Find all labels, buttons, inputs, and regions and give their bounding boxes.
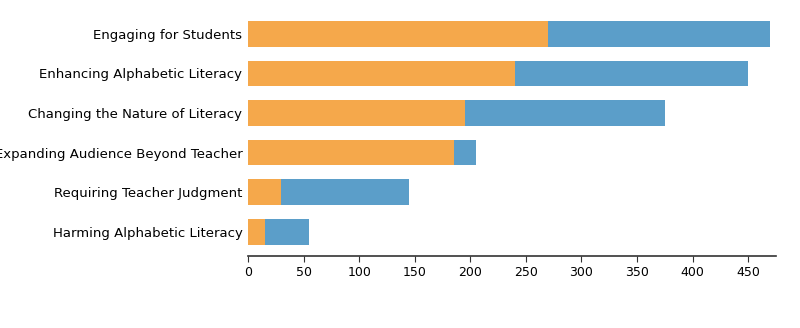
Bar <box>514 61 748 86</box>
Bar <box>248 61 514 86</box>
Bar <box>265 219 309 245</box>
Bar <box>465 100 665 126</box>
Bar <box>248 140 454 166</box>
Bar <box>248 219 265 245</box>
Legend: Production, Reception: Production, Reception <box>407 327 638 328</box>
Bar <box>454 140 476 166</box>
Bar <box>248 179 282 205</box>
Bar <box>548 21 770 47</box>
Bar <box>248 21 548 47</box>
Bar <box>248 100 465 126</box>
Bar <box>282 179 409 205</box>
